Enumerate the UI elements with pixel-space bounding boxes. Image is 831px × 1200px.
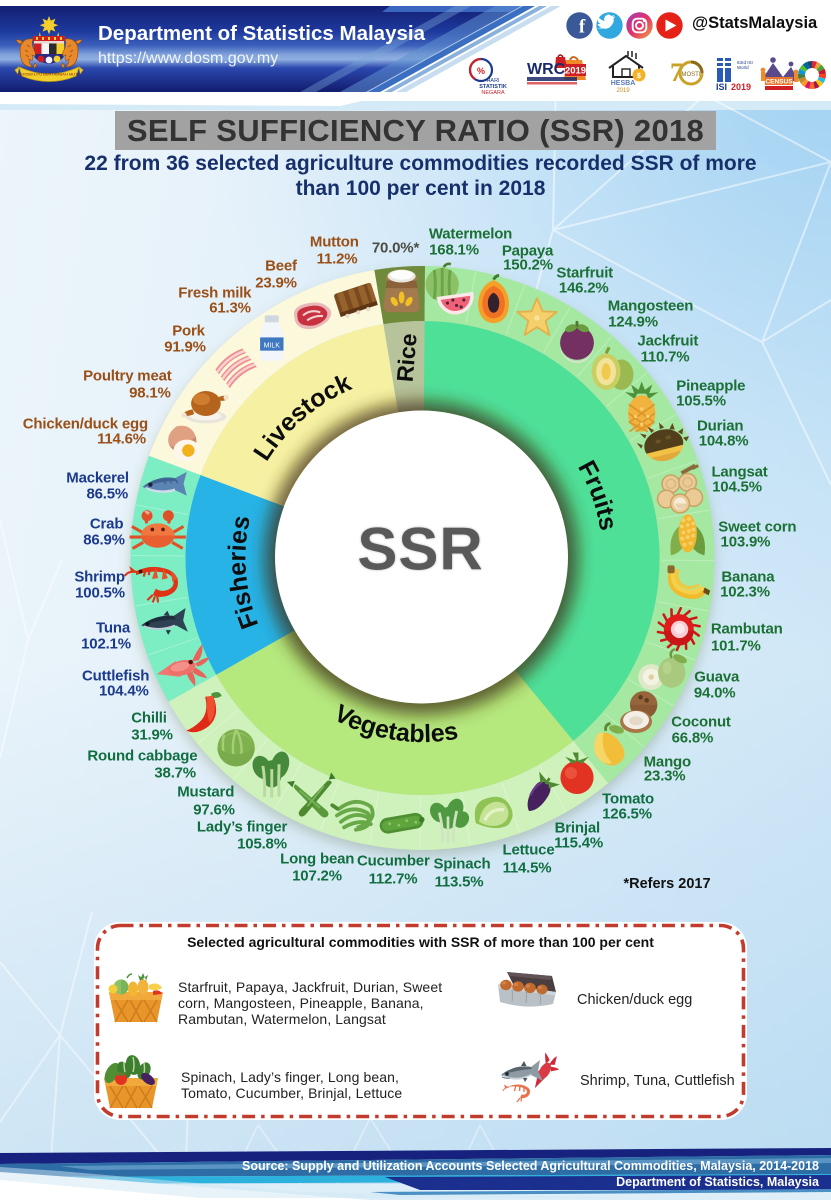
svg-text:MOSTI: MOSTI bbox=[682, 72, 701, 78]
svg-text:BERSEKUTU BERTAMBAH MUTU: BERSEKUTU BERTAMBAH MUTU bbox=[18, 72, 81, 77]
svg-text:2019: 2019 bbox=[731, 82, 751, 92]
svg-text:ISI: ISI bbox=[716, 82, 727, 92]
svg-text:63rd ISI: 63rd ISI bbox=[737, 60, 753, 65]
svg-text:$: $ bbox=[637, 73, 641, 80]
svg-text:2019: 2019 bbox=[616, 88, 630, 94]
svg-text:2019: 2019 bbox=[565, 66, 586, 77]
svg-text:HESBA: HESBA bbox=[611, 80, 636, 87]
svg-text:STATISTIK: STATISTIK bbox=[479, 84, 507, 90]
svg-text:f: f bbox=[579, 17, 586, 38]
svg-text:CENSUS: CENSUS bbox=[765, 79, 793, 86]
svg-text:Rice: Rice bbox=[392, 332, 422, 383]
svg-text:7: 7 bbox=[670, 58, 683, 87]
svg-text:NEGARA: NEGARA bbox=[481, 90, 505, 96]
svg-text:HARI: HARI bbox=[486, 78, 500, 84]
svg-text:World: World bbox=[737, 65, 749, 70]
svg-text:%: % bbox=[477, 66, 485, 76]
svg-text:WRC: WRC bbox=[527, 61, 566, 78]
svg-text:MILK: MILK bbox=[264, 342, 281, 349]
